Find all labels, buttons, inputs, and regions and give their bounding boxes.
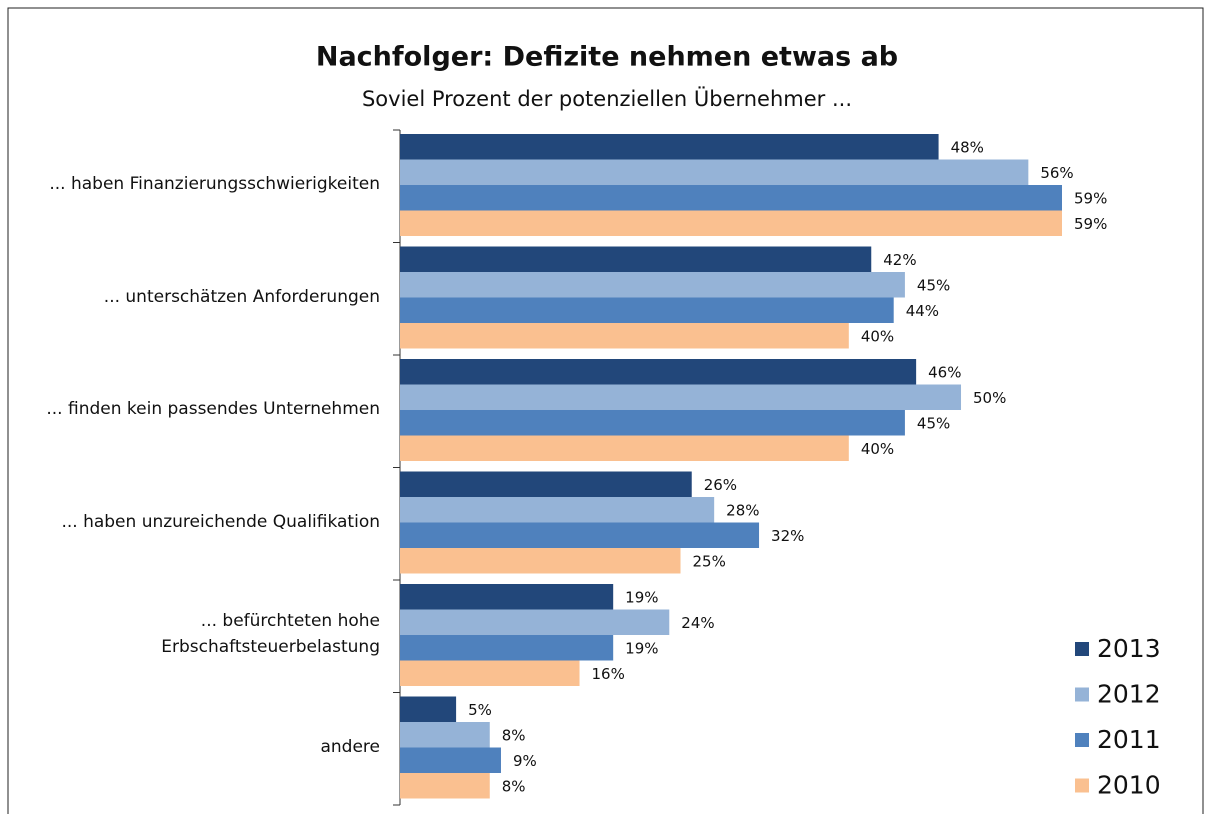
bar [400, 210, 1062, 236]
bar [400, 584, 614, 610]
bar [400, 246, 872, 272]
category-label: ... unterschätzen Anforderungen [103, 286, 380, 307]
bar [400, 522, 760, 548]
legend-label: 2012 [1097, 680, 1161, 709]
bar [400, 609, 670, 635]
value-label: 26% [704, 476, 737, 494]
value-label: 16% [592, 665, 625, 683]
value-label: 9% [513, 752, 537, 770]
value-label: 8% [502, 726, 526, 744]
bar [400, 548, 681, 574]
chart-subtitle: Soviel Prozent der potenziellen Übernehm… [362, 86, 852, 111]
bar [400, 384, 962, 410]
value-label: 44% [906, 302, 939, 320]
bar [400, 297, 894, 323]
value-label: 59% [1074, 215, 1107, 233]
bar [400, 159, 1029, 185]
bar [400, 272, 905, 298]
value-label: 25% [693, 552, 726, 570]
value-label: 32% [771, 527, 804, 545]
value-label: 46% [928, 363, 961, 381]
value-label: 48% [951, 138, 984, 156]
value-label: 28% [726, 501, 759, 519]
legend-label: 2011 [1097, 725, 1161, 754]
value-label: 40% [861, 440, 894, 458]
category-label: ... befürchteten hohe Erbschaftsteuerbel… [161, 611, 380, 658]
value-label: 24% [681, 614, 714, 632]
bar [400, 660, 580, 686]
value-label: 5% [468, 701, 492, 719]
bar [400, 696, 457, 722]
legend-swatch [1075, 733, 1089, 747]
value-label: 45% [917, 414, 950, 432]
bar [400, 747, 501, 773]
bar [400, 497, 715, 523]
category-label: ... haben unzureichende Qualifikation [61, 511, 380, 532]
category-label: ... haben Finanzierungsschwierigkeiten [49, 174, 380, 195]
bar [400, 323, 849, 349]
bar [400, 435, 849, 461]
legend-label: 2010 [1097, 771, 1161, 800]
legend-label: 2013 [1097, 634, 1161, 663]
chart-title: Nachfolger: Defizite nehmen etwas ab [316, 42, 898, 73]
category-label: ... finden kein passendes Unternehmen [46, 399, 380, 420]
legend-swatch [1075, 642, 1089, 656]
bar [400, 359, 917, 385]
value-label: 56% [1040, 164, 1073, 182]
value-label: 19% [625, 588, 658, 606]
bar [400, 722, 490, 748]
value-label: 40% [861, 327, 894, 345]
frame [7, 7, 1204, 814]
bar [400, 410, 905, 436]
value-label: 59% [1074, 189, 1107, 207]
value-label: 42% [883, 251, 916, 269]
bar [400, 773, 490, 799]
value-label: 8% [502, 777, 526, 795]
legend-swatch [1075, 687, 1089, 702]
value-label: 45% [917, 276, 950, 294]
bar [400, 185, 1062, 211]
bar [400, 471, 692, 497]
legend-swatch [1075, 778, 1089, 793]
bar [400, 635, 614, 661]
category-label: andere [320, 736, 380, 757]
value-label: 50% [973, 389, 1006, 407]
bar [400, 134, 939, 160]
value-label: 19% [625, 639, 658, 657]
